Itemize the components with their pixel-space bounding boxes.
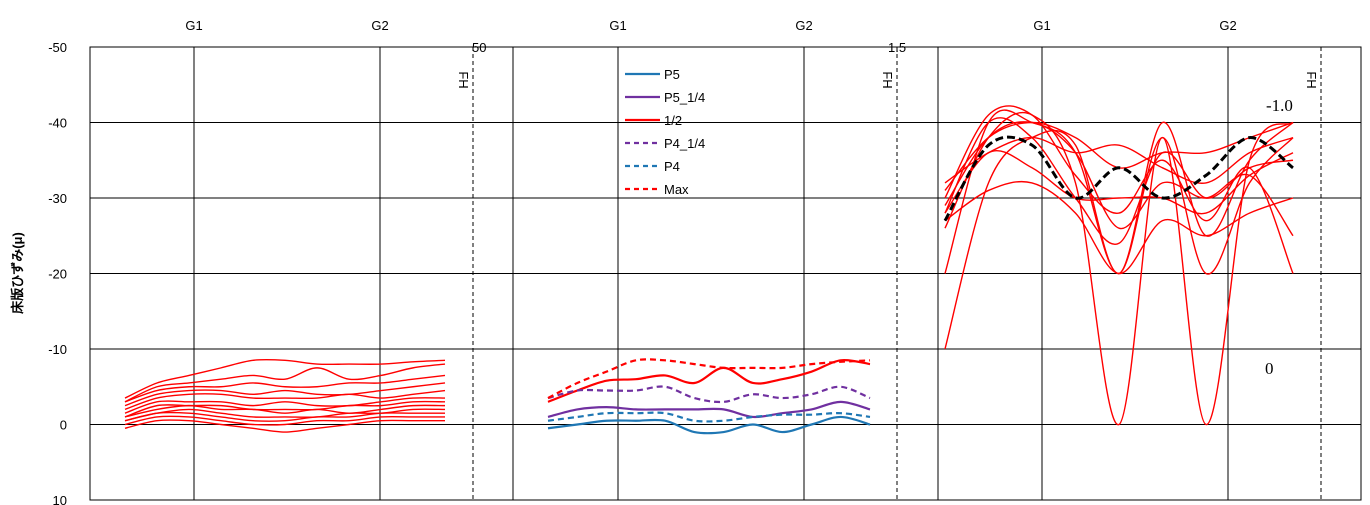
y-tick-label: -20 (48, 267, 67, 282)
y-tick-label: 0 (60, 418, 67, 433)
x-label-g2: G2 (371, 18, 388, 33)
series-line-p3-4 (944, 105, 1294, 274)
series-line-p2-P514 (547, 400, 871, 419)
series-line-p3-8 (944, 180, 1294, 275)
series-line-p3-2 (944, 111, 1294, 426)
series-line-p3-9 (944, 121, 1294, 237)
legend-label: 1/2 (664, 113, 682, 128)
series-line-p3-0 (944, 121, 1294, 350)
panel-2: G1 G2 FH (512, 18, 939, 501)
panel-3: G1 G2 FH (937, 18, 1362, 501)
legend-label: Max (664, 182, 689, 197)
x-label-g2: G2 (795, 18, 812, 33)
y-tick-label: -40 (48, 116, 67, 131)
series-line-p3-6 (944, 136, 1294, 184)
annotation-label: -1.0 (1266, 96, 1293, 115)
series-line-p3-7 (944, 150, 1294, 215)
y-tick-label: -30 (48, 191, 67, 206)
series-line-p1-1 (124, 363, 446, 403)
series-line-p1-4 (124, 389, 446, 411)
x-label-g2: G2 (1219, 18, 1236, 33)
series-line-p3-5 (944, 121, 1294, 191)
x-label-g1: G1 (1033, 18, 1050, 33)
fh-label: FH (880, 71, 895, 88)
series-line-p2-P4 (547, 411, 871, 423)
legend-label: P4_1/4 (664, 136, 705, 151)
series-line-p2-12 (547, 359, 871, 403)
legend-label: P5_1/4 (664, 90, 705, 105)
series-line-p1-11 (124, 419, 445, 433)
series-line-p3-1 (944, 109, 1294, 275)
x-label-g1: G1 (609, 18, 626, 33)
series-line-p1-5 (124, 397, 446, 414)
series-line-p1-10 (124, 415, 445, 426)
y-tick-label: -10 (48, 342, 67, 357)
series-line-p1-9 (124, 411, 445, 422)
series-line-p1-8 (124, 408, 446, 422)
clipped-label: 50 (472, 40, 486, 55)
series-line-p2-P5 (547, 415, 871, 435)
y-axis-label: 床版ひずみ(μ) (10, 232, 25, 314)
clipped-label: 1.5 (888, 40, 906, 55)
legend-label: P5 (664, 67, 680, 82)
series-line-p1-3 (124, 382, 446, 407)
x-label-g1: G1 (185, 18, 202, 33)
fh-label: FH (456, 71, 471, 88)
panel-frame (937, 46, 1362, 501)
series-line-p1-2 (124, 374, 446, 403)
series-line-p2-P414 (547, 385, 871, 404)
series-line-p3-10 (943, 135, 1294, 222)
series-line-p1-7 (124, 404, 446, 418)
annotation-label: 0 (1265, 359, 1274, 378)
series-line-p1-0 (124, 358, 446, 399)
y-tick-label: -50 (48, 40, 67, 55)
legend-label: P4 (664, 159, 680, 174)
series-line-p1-6 (124, 400, 446, 418)
y-tick-label: 10 (53, 493, 67, 505)
fh-label: FH (1304, 71, 1319, 88)
series-line-p3-3 (944, 117, 1294, 246)
panel-1: G1 G2 FH (89, 18, 514, 501)
series-line-p2-Max (547, 358, 871, 400)
